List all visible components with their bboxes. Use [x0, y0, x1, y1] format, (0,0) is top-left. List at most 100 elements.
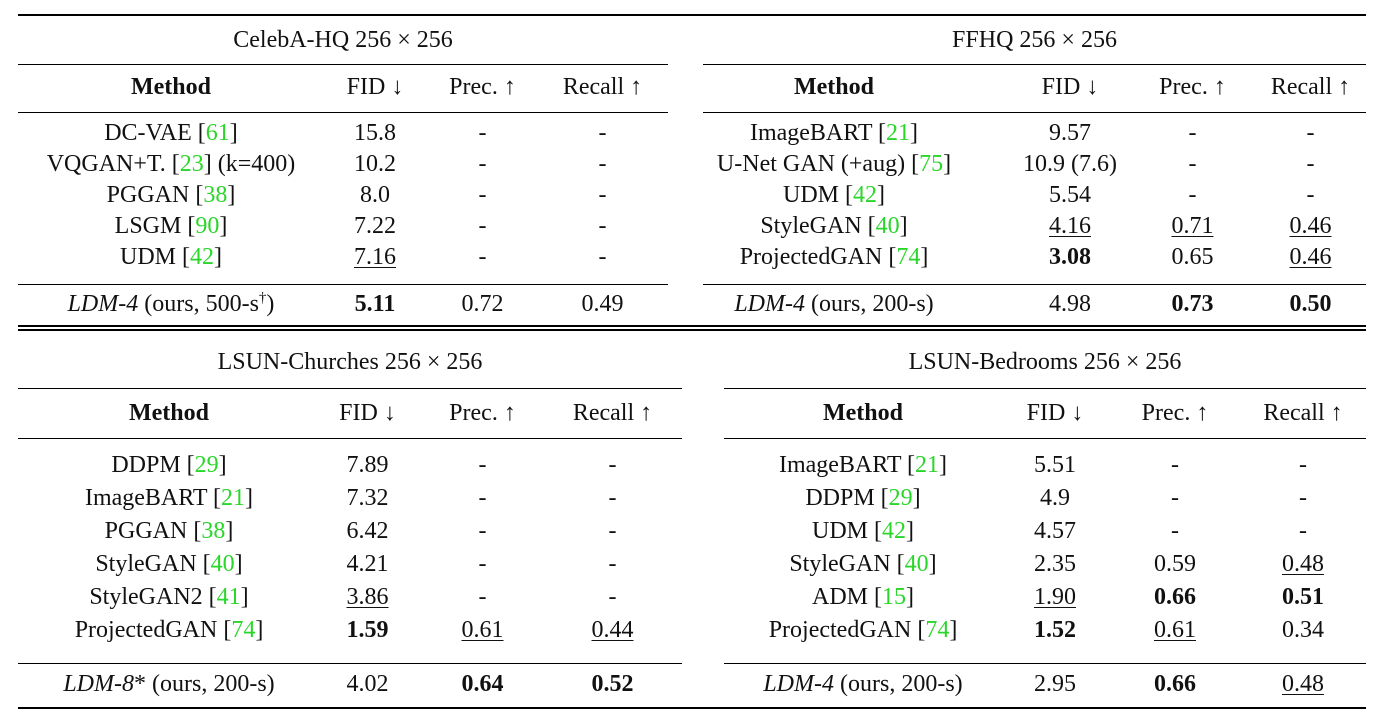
method-name: PGGAN [38] [24, 180, 318, 210]
fid-cell-value: 5.51 [1034, 452, 1076, 478]
recall-cell-value: 0.51 [1282, 584, 1324, 610]
precision-cell-value: - [1171, 452, 1179, 478]
method-label: UDM [ [812, 518, 882, 544]
method-label-suffix: ] [928, 551, 937, 577]
method-label: DDPM [ [805, 485, 889, 511]
citation-link: 40 [210, 551, 235, 577]
fid-cell-value: 1.52 [1034, 617, 1076, 643]
fid-cell: 4.21 [325, 549, 410, 579]
precision-cell-value: - [478, 584, 487, 610]
method-label: PGGAN [ [106, 182, 204, 208]
method-label: ProjectedGAN [ [74, 617, 232, 643]
precision-cell: - [1135, 118, 1250, 148]
fid-cell-value: 1.59 [346, 617, 389, 643]
top-rule [18, 14, 1366, 16]
recall-cell-value: 0.46 [1289, 244, 1332, 270]
column-header-recall: Recall ↑ [562, 74, 643, 100]
method-label: ProjectedGAN [ [739, 244, 897, 270]
precision-cell-value: - [1188, 120, 1197, 146]
method-name: ProjectedGAN [74] [724, 615, 1002, 645]
fid-cell-value: 6.42 [346, 518, 389, 544]
fid-cell-value: 2.35 [1034, 551, 1076, 577]
citation-link: 29 [194, 452, 219, 478]
citation-link: 38 [203, 182, 228, 208]
fid-cell: 15.8 [330, 118, 420, 148]
recall-cell-value: - [598, 182, 607, 208]
method-name: StyleGAN [40] [703, 211, 965, 241]
caption-rule-celeba [18, 64, 668, 65]
fid-cell-value: 4.57 [1034, 518, 1076, 544]
precision-cell-value: - [478, 518, 487, 544]
recall-cell: - [550, 549, 675, 579]
recall-cell: 0.46 [1255, 211, 1366, 241]
precision-cell: - [425, 211, 540, 241]
ours-recall-cell-value: 0.49 [581, 291, 624, 317]
recall-cell-value: - [598, 213, 607, 239]
precision-cell-value: 0.66 [1154, 584, 1196, 610]
fid-cell: 5.51 [1000, 450, 1110, 480]
ours-separator-celeba [18, 284, 668, 285]
ours-method-name: LDM-4 (ours, 200-s) [724, 669, 1002, 699]
method-name: LSGM [90] [24, 211, 318, 241]
method-label: UDM [ [120, 244, 190, 270]
ours-fid-cell-value: 4.02 [346, 671, 389, 697]
recall-cell-value: - [608, 485, 617, 511]
ours-recall-cell-value: 0.48 [1282, 671, 1324, 697]
recall-cell-value: - [1299, 485, 1307, 511]
citation-link: 41 [216, 584, 241, 610]
precision-cell-value: - [478, 120, 487, 146]
ours-precision-cell-value: 0.64 [461, 671, 504, 697]
citation-link: 74 [231, 617, 256, 643]
precision-cell: 0.59 [1115, 549, 1235, 579]
ours-precision-cell: 0.73 [1135, 289, 1250, 319]
method-label-suffix: ] [899, 213, 908, 239]
recall-cell-value: - [608, 452, 617, 478]
ours-detail: * (ours, 200-s) [134, 671, 275, 697]
method-name: DDPM [29] [24, 450, 314, 480]
column-header-fid: FID ↓ [1041, 74, 1099, 100]
fid-cell: 9.57 [1010, 118, 1130, 148]
method-label-suffix: ] [949, 617, 958, 643]
fid-cell: 3.08 [1010, 242, 1130, 272]
recall-cell: 0.51 [1240, 582, 1366, 612]
recall-cell-value: - [1306, 120, 1315, 146]
fid-cell-value: 4.16 [1049, 213, 1091, 239]
table-caption-churches: LSUN-Churches 256 × 256 [217, 349, 483, 375]
precision-cell: - [425, 180, 540, 210]
fid-cell-value: 7.32 [346, 485, 389, 511]
ours-recall-cell: 0.48 [1240, 669, 1366, 699]
method-label-suffix: ] [219, 213, 228, 239]
ours-precision-cell: 0.66 [1115, 669, 1235, 699]
method-label: VQGAN+T. [ [46, 151, 180, 177]
ours-method-name: LDM-4 (ours, 500-s†) [24, 289, 318, 319]
fid-cell: 3.86 [325, 582, 410, 612]
method-label-suffix: ] [240, 584, 249, 610]
precision-cell: - [1115, 450, 1235, 480]
method-label: DDPM [ [111, 452, 195, 478]
precision-cell: - [425, 118, 540, 148]
precision-cell: 0.61 [420, 615, 545, 645]
table-caption-celeba: CelebA-HQ 256 × 256 [233, 27, 453, 53]
table-caption-bedrooms: LSUN-Bedrooms 256 × 256 [908, 349, 1182, 375]
dagger-mark: † [258, 290, 267, 306]
fid-cell: 4.9 [1000, 483, 1110, 513]
ours-fid-cell-value: 5.11 [354, 291, 396, 317]
precision-cell: 0.61 [1115, 615, 1235, 645]
fid-cell-value: 1.90 [1034, 584, 1076, 610]
ours-model-name: LDM-4 [67, 291, 139, 317]
precision-cell-value: - [478, 244, 487, 270]
method-label-suffix: ] [245, 485, 254, 511]
method-label: ImageBART [ [84, 485, 222, 511]
precision-cell: - [420, 483, 545, 513]
precision-cell: - [420, 516, 545, 546]
method-label-suffix: ] [920, 244, 929, 270]
header-rule-ffhq [703, 112, 1366, 113]
citation-link: 29 [888, 485, 913, 511]
precision-cell-value: - [478, 551, 487, 577]
ours-separator-churches [18, 663, 682, 664]
method-label-suffix: ] [255, 617, 264, 643]
fid-cell: 7.16 [330, 242, 420, 272]
recall-cell-value: - [598, 244, 607, 270]
method-label: StyleGAN2 [ [89, 584, 217, 610]
precision-cell: - [425, 149, 540, 179]
